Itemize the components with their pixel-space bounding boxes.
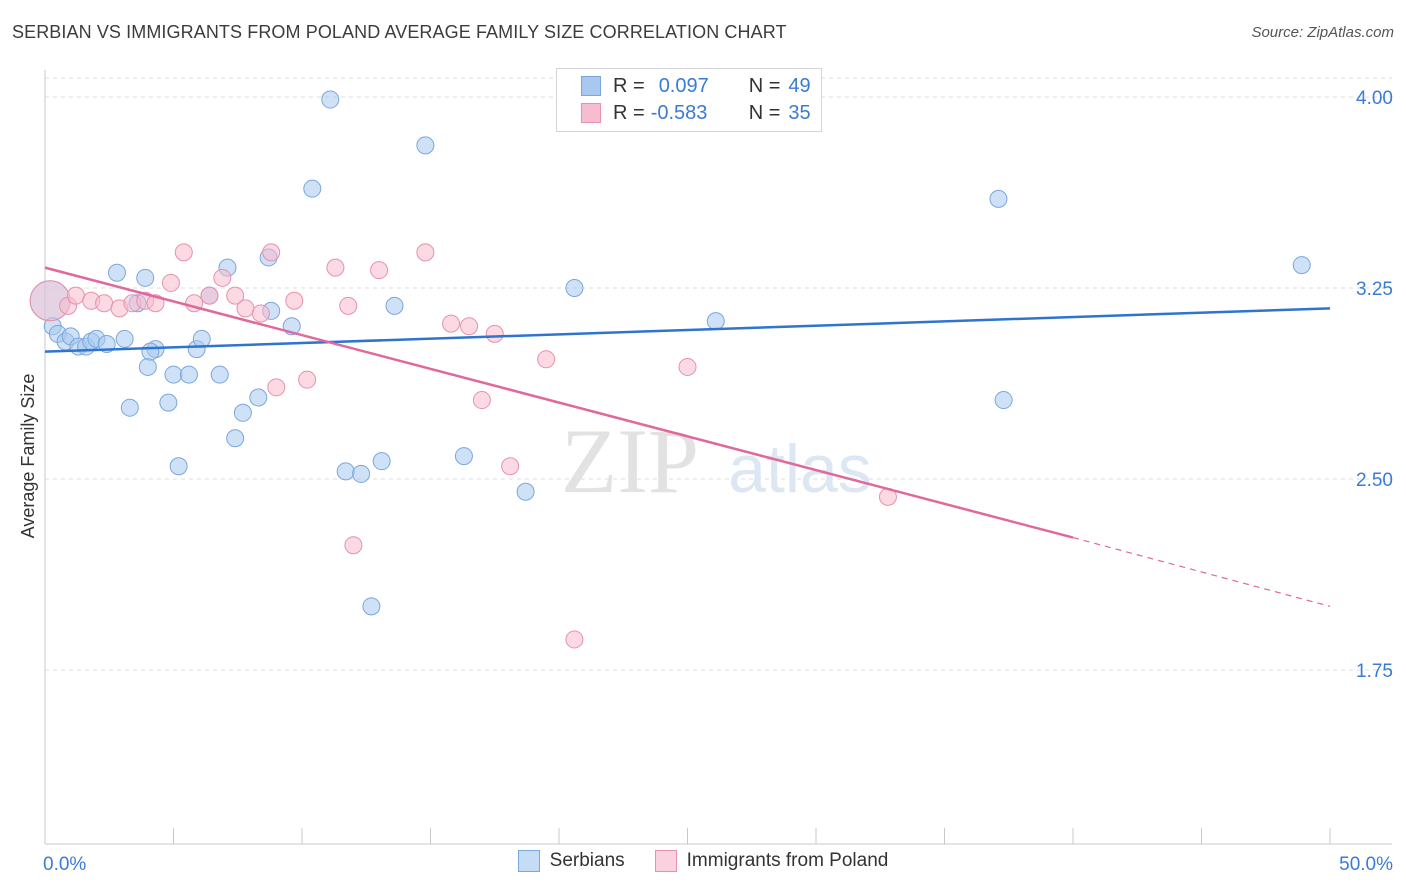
r-value: -0.583 — [650, 101, 708, 124]
serbians-point — [336, 462, 355, 481]
legend-label-poland: Immigrants from Poland — [686, 850, 889, 871]
poland-point — [251, 304, 270, 323]
serbians-point — [141, 342, 160, 361]
serbians-point — [136, 268, 155, 287]
n-label: N = — [748, 74, 781, 97]
serbians-point — [385, 296, 404, 315]
poland-point — [326, 258, 345, 277]
poland-point — [267, 378, 286, 397]
serbians-point — [706, 312, 725, 331]
serbians-point — [249, 388, 268, 407]
stats-legend: R = 0.097 N = 49 R = -0.583 N = 35 — [556, 68, 822, 132]
serbians-point — [210, 365, 229, 384]
serbians-point — [164, 365, 183, 384]
r-label: R = — [613, 74, 645, 97]
r-label: R = — [613, 101, 645, 124]
legend-item-poland[interactable]: Immigrants from Poland — [654, 850, 889, 872]
serbians-point — [120, 398, 139, 417]
poland-point — [339, 296, 358, 315]
poland-point — [416, 243, 435, 262]
poland-point — [678, 357, 697, 376]
serbians-point — [138, 357, 157, 376]
serbians-point — [565, 279, 584, 297]
poland-point — [95, 294, 114, 313]
poland-legend-swatch — [654, 850, 677, 872]
y-tick-label: 3.25 — [1356, 279, 1393, 300]
poland-point — [174, 243, 193, 262]
grid-lines — [45, 77, 1392, 671]
poland-point — [66, 286, 85, 305]
y-tick-label: 2.50 — [1356, 470, 1393, 491]
serbians-point — [1292, 256, 1311, 275]
data-points — [29, 90, 1311, 649]
chart-title: SERBIAN VS IMMIGRANTS FROM POLAND AVERAG… — [12, 22, 787, 42]
serbians-swatch — [581, 76, 601, 96]
poland-point — [537, 350, 556, 369]
serbians-legend-swatch — [517, 850, 540, 872]
serbians-point — [192, 329, 211, 348]
poland-point — [485, 324, 504, 343]
poland-point — [460, 317, 479, 336]
series-legend: Serbians Immigrants from Poland — [0, 850, 1406, 872]
n-label: N = — [748, 101, 781, 124]
poland-swatch — [581, 103, 601, 123]
watermark-zip: ZIP — [561, 410, 699, 512]
r-value: 0.097 — [658, 74, 709, 97]
serbians-point — [321, 90, 340, 109]
poland-point — [298, 370, 317, 389]
n-value: 49 — [788, 74, 811, 97]
y-tick-label: 1.75 — [1356, 661, 1393, 682]
serbians-point — [362, 597, 381, 616]
serbians-point — [233, 403, 252, 422]
poland-point — [442, 314, 461, 333]
poland-trend-extension — [1072, 536, 1331, 607]
serbians-point — [416, 136, 435, 155]
legend-item-serbians[interactable]: Serbians — [517, 850, 625, 872]
serbians-point — [303, 179, 322, 198]
serbians-point — [352, 464, 371, 483]
poland-point — [344, 536, 363, 555]
serbians-point — [989, 189, 1008, 208]
serbians-point — [115, 329, 134, 348]
serbians-point — [107, 263, 126, 282]
legend-label-serbians: Serbians — [549, 850, 625, 871]
serbians-point — [159, 393, 178, 412]
serbians-trend-line — [44, 307, 1331, 353]
watermark-atlas: atlas — [728, 431, 872, 507]
source-label: Source: ZipAtlas.com — [1251, 24, 1394, 41]
poland-point — [213, 268, 232, 287]
x-tick-label: 0.0% — [43, 854, 86, 875]
serbians-point — [994, 391, 1013, 410]
watermark: ZIP atlas — [561, 410, 872, 512]
poland-point — [501, 457, 520, 476]
serbians-point — [226, 429, 245, 448]
y-axis-label: Average Family Size — [18, 374, 38, 539]
serbians-point — [372, 452, 391, 471]
serbians-point — [179, 365, 198, 384]
x-tick-label: 50.0% — [1339, 854, 1393, 875]
poland-point — [370, 261, 389, 280]
poland-point — [472, 391, 491, 410]
axes: 4.00 3.25 2.50 1.75 0.0% 50.0% — [43, 70, 1393, 875]
poland-point — [285, 291, 304, 310]
serbians-point — [454, 447, 473, 466]
n-value: 35 — [788, 101, 811, 124]
poland-point — [565, 630, 584, 649]
serbians-point — [516, 482, 535, 501]
poland-point — [226, 286, 245, 305]
poland-point — [200, 286, 219, 305]
y-tick-label: 4.00 — [1356, 88, 1393, 109]
poland-point — [161, 273, 180, 292]
stats-row-poland: R = -0.583 N = 35 — [581, 100, 811, 126]
stats-row-serbians: R = 0.097 N = 49 — [581, 73, 811, 99]
trend-lines — [44, 266, 1331, 607]
poland-point — [236, 299, 255, 318]
poland-point — [262, 243, 281, 262]
poland-trend-line — [44, 266, 1074, 539]
serbians-point — [169, 457, 188, 476]
